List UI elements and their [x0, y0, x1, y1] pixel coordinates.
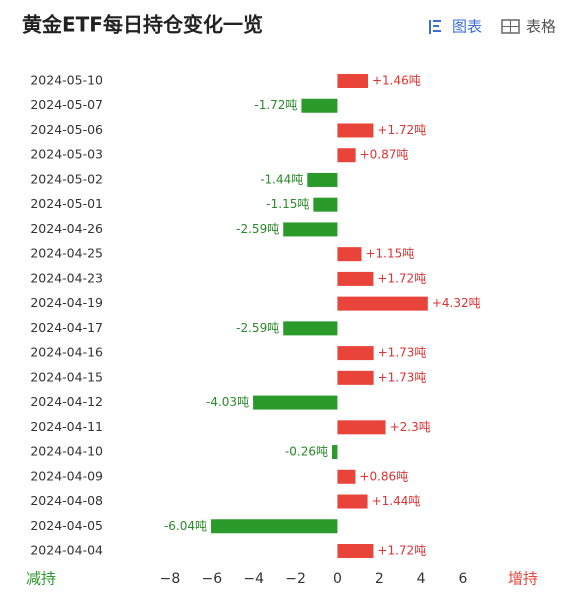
bar: [211, 519, 338, 534]
x-tick-label: −8: [160, 571, 181, 587]
value-label: +1.15吨: [365, 247, 414, 261]
x-tick-label: 6: [459, 571, 468, 587]
bar: [337, 148, 356, 163]
value-label: +1.72吨: [377, 123, 426, 137]
bar: [337, 271, 374, 286]
title: 黄金ETF每日持仓变化一览: [22, 13, 263, 37]
bar: [337, 494, 368, 509]
x-tick-label: 0: [333, 571, 342, 587]
y-tick-label: 2024-04-11: [30, 419, 103, 434]
y-tick-label: 2024-04-19: [30, 295, 103, 310]
x-tick-label: −6: [202, 571, 223, 587]
bar: [337, 74, 368, 88]
bar: [283, 222, 338, 237]
bar: [313, 197, 338, 212]
bar: [337, 346, 374, 361]
tab-table[interactable]: 表格: [501, 18, 556, 36]
x-tick-label: −2: [285, 571, 306, 587]
bar: [337, 544, 374, 558]
y-tick-label: 2024-04-12: [30, 394, 103, 409]
value-label: -1.15吨: [266, 197, 309, 211]
y-tick-label: 2024-05-01: [30, 196, 103, 211]
value-label: -2.59吨: [236, 222, 279, 236]
y-tick-label: 2024-05-02: [30, 171, 103, 186]
bar: [283, 321, 338, 336]
bar: [337, 123, 374, 138]
y-tick-label: 2024-04-23: [30, 270, 103, 285]
tab-chart[interactable]: 图表: [429, 18, 482, 36]
value-label: -0.26吨: [285, 445, 328, 459]
value-label: +1.46吨: [372, 74, 421, 88]
y-tick-label: 2024-05-07: [30, 97, 103, 112]
value-label: +0.87吨: [360, 148, 409, 162]
x-label-right: 增持: [508, 570, 538, 588]
bar: [337, 247, 362, 262]
bar: [337, 296, 428, 311]
bar: [331, 445, 338, 460]
y-tick-label: 2024-05-03: [30, 147, 103, 162]
bar: [337, 420, 386, 435]
y-tick-label: 2024-05-10: [30, 73, 103, 88]
y-tick-label: 2024-04-17: [30, 320, 103, 335]
value-label: +1.72吨: [377, 544, 426, 558]
x-tick-label: 2: [375, 571, 384, 587]
bar: [253, 395, 338, 410]
y-tick-label: 2024-04-26: [30, 221, 103, 236]
y-tick-label: 2024-04-10: [30, 444, 103, 459]
value-label: +1.72吨: [377, 271, 426, 285]
value-label: +1.73吨: [378, 370, 427, 384]
bar: [337, 370, 374, 385]
x-tick-label: 4: [417, 571, 426, 587]
value-label: -6.04吨: [164, 519, 207, 533]
value-label: -4.03吨: [206, 395, 249, 409]
value-label: -1.72吨: [254, 98, 297, 112]
y-tick-label: 2024-04-08: [30, 493, 103, 508]
y-tick-label: 2024-04-05: [30, 518, 103, 533]
value-label: +1.44吨: [372, 494, 421, 508]
value-label: -2.59吨: [236, 321, 279, 335]
value-label: -1.44吨: [260, 172, 303, 186]
y-tick-label: 2024-05-06: [30, 122, 103, 137]
x-label-left: 减持: [26, 570, 56, 588]
value-label: +0.86吨: [359, 469, 408, 483]
value-label: +2.3吨: [390, 420, 431, 434]
x-tick-label: −4: [243, 571, 264, 587]
tab-label[interactable]: 图表: [452, 18, 482, 36]
y-tick-label: 2024-04-09: [30, 468, 103, 483]
value-label: +1.73吨: [378, 346, 427, 360]
bar: [307, 172, 338, 187]
y-tick-label: 2024-04-16: [30, 345, 103, 360]
y-tick-label: 2024-04-25: [30, 246, 103, 261]
bar: [337, 469, 356, 484]
bar: [301, 98, 338, 113]
y-tick-label: 2024-04-04: [30, 543, 103, 558]
tab-label[interactable]: 表格: [526, 18, 556, 36]
y-tick-label: 2024-04-15: [30, 369, 103, 384]
value-label: +4.32吨: [432, 296, 481, 310]
